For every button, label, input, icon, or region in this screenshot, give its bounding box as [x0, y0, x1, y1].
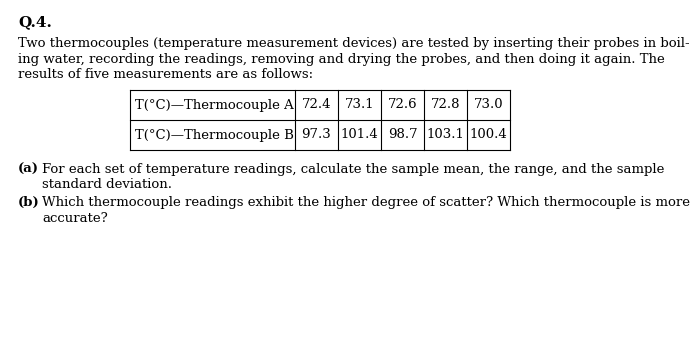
Text: Q.4.: Q.4.: [18, 15, 52, 29]
Text: 72.8: 72.8: [430, 99, 461, 111]
Text: 72.4: 72.4: [302, 99, 331, 111]
Text: T(°C)—Thermocouple A: T(°C)—Thermocouple A: [135, 99, 294, 111]
Text: results of five measurements are as follows:: results of five measurements are as foll…: [18, 68, 313, 81]
Text: 98.7: 98.7: [388, 128, 417, 141]
Text: For each set of temperature readings, calculate the sample mean, the range, and : For each set of temperature readings, ca…: [42, 163, 664, 176]
Text: 72.6: 72.6: [388, 99, 417, 111]
Text: ing water, recording the readings, removing and drying the probes, and then doin: ing water, recording the readings, remov…: [18, 52, 665, 66]
Text: Two thermocouples (temperature measurement devices) are tested by inserting thei: Two thermocouples (temperature measureme…: [18, 37, 690, 50]
Text: standard deviation.: standard deviation.: [42, 178, 172, 191]
Text: (b): (b): [18, 196, 40, 209]
Text: (a): (a): [18, 163, 39, 176]
Text: accurate?: accurate?: [42, 211, 108, 225]
Text: T(°C)—Thermocouple B: T(°C)—Thermocouple B: [135, 128, 294, 141]
Text: Which thermocouple readings exhibit the higher degree of scatter? Which thermoco: Which thermocouple readings exhibit the …: [42, 196, 690, 209]
Text: 97.3: 97.3: [302, 128, 331, 141]
Text: 101.4: 101.4: [341, 128, 379, 141]
Text: 73.0: 73.0: [474, 99, 503, 111]
Text: 73.1: 73.1: [344, 99, 374, 111]
Text: 103.1: 103.1: [426, 128, 464, 141]
Text: 100.4: 100.4: [470, 128, 508, 141]
